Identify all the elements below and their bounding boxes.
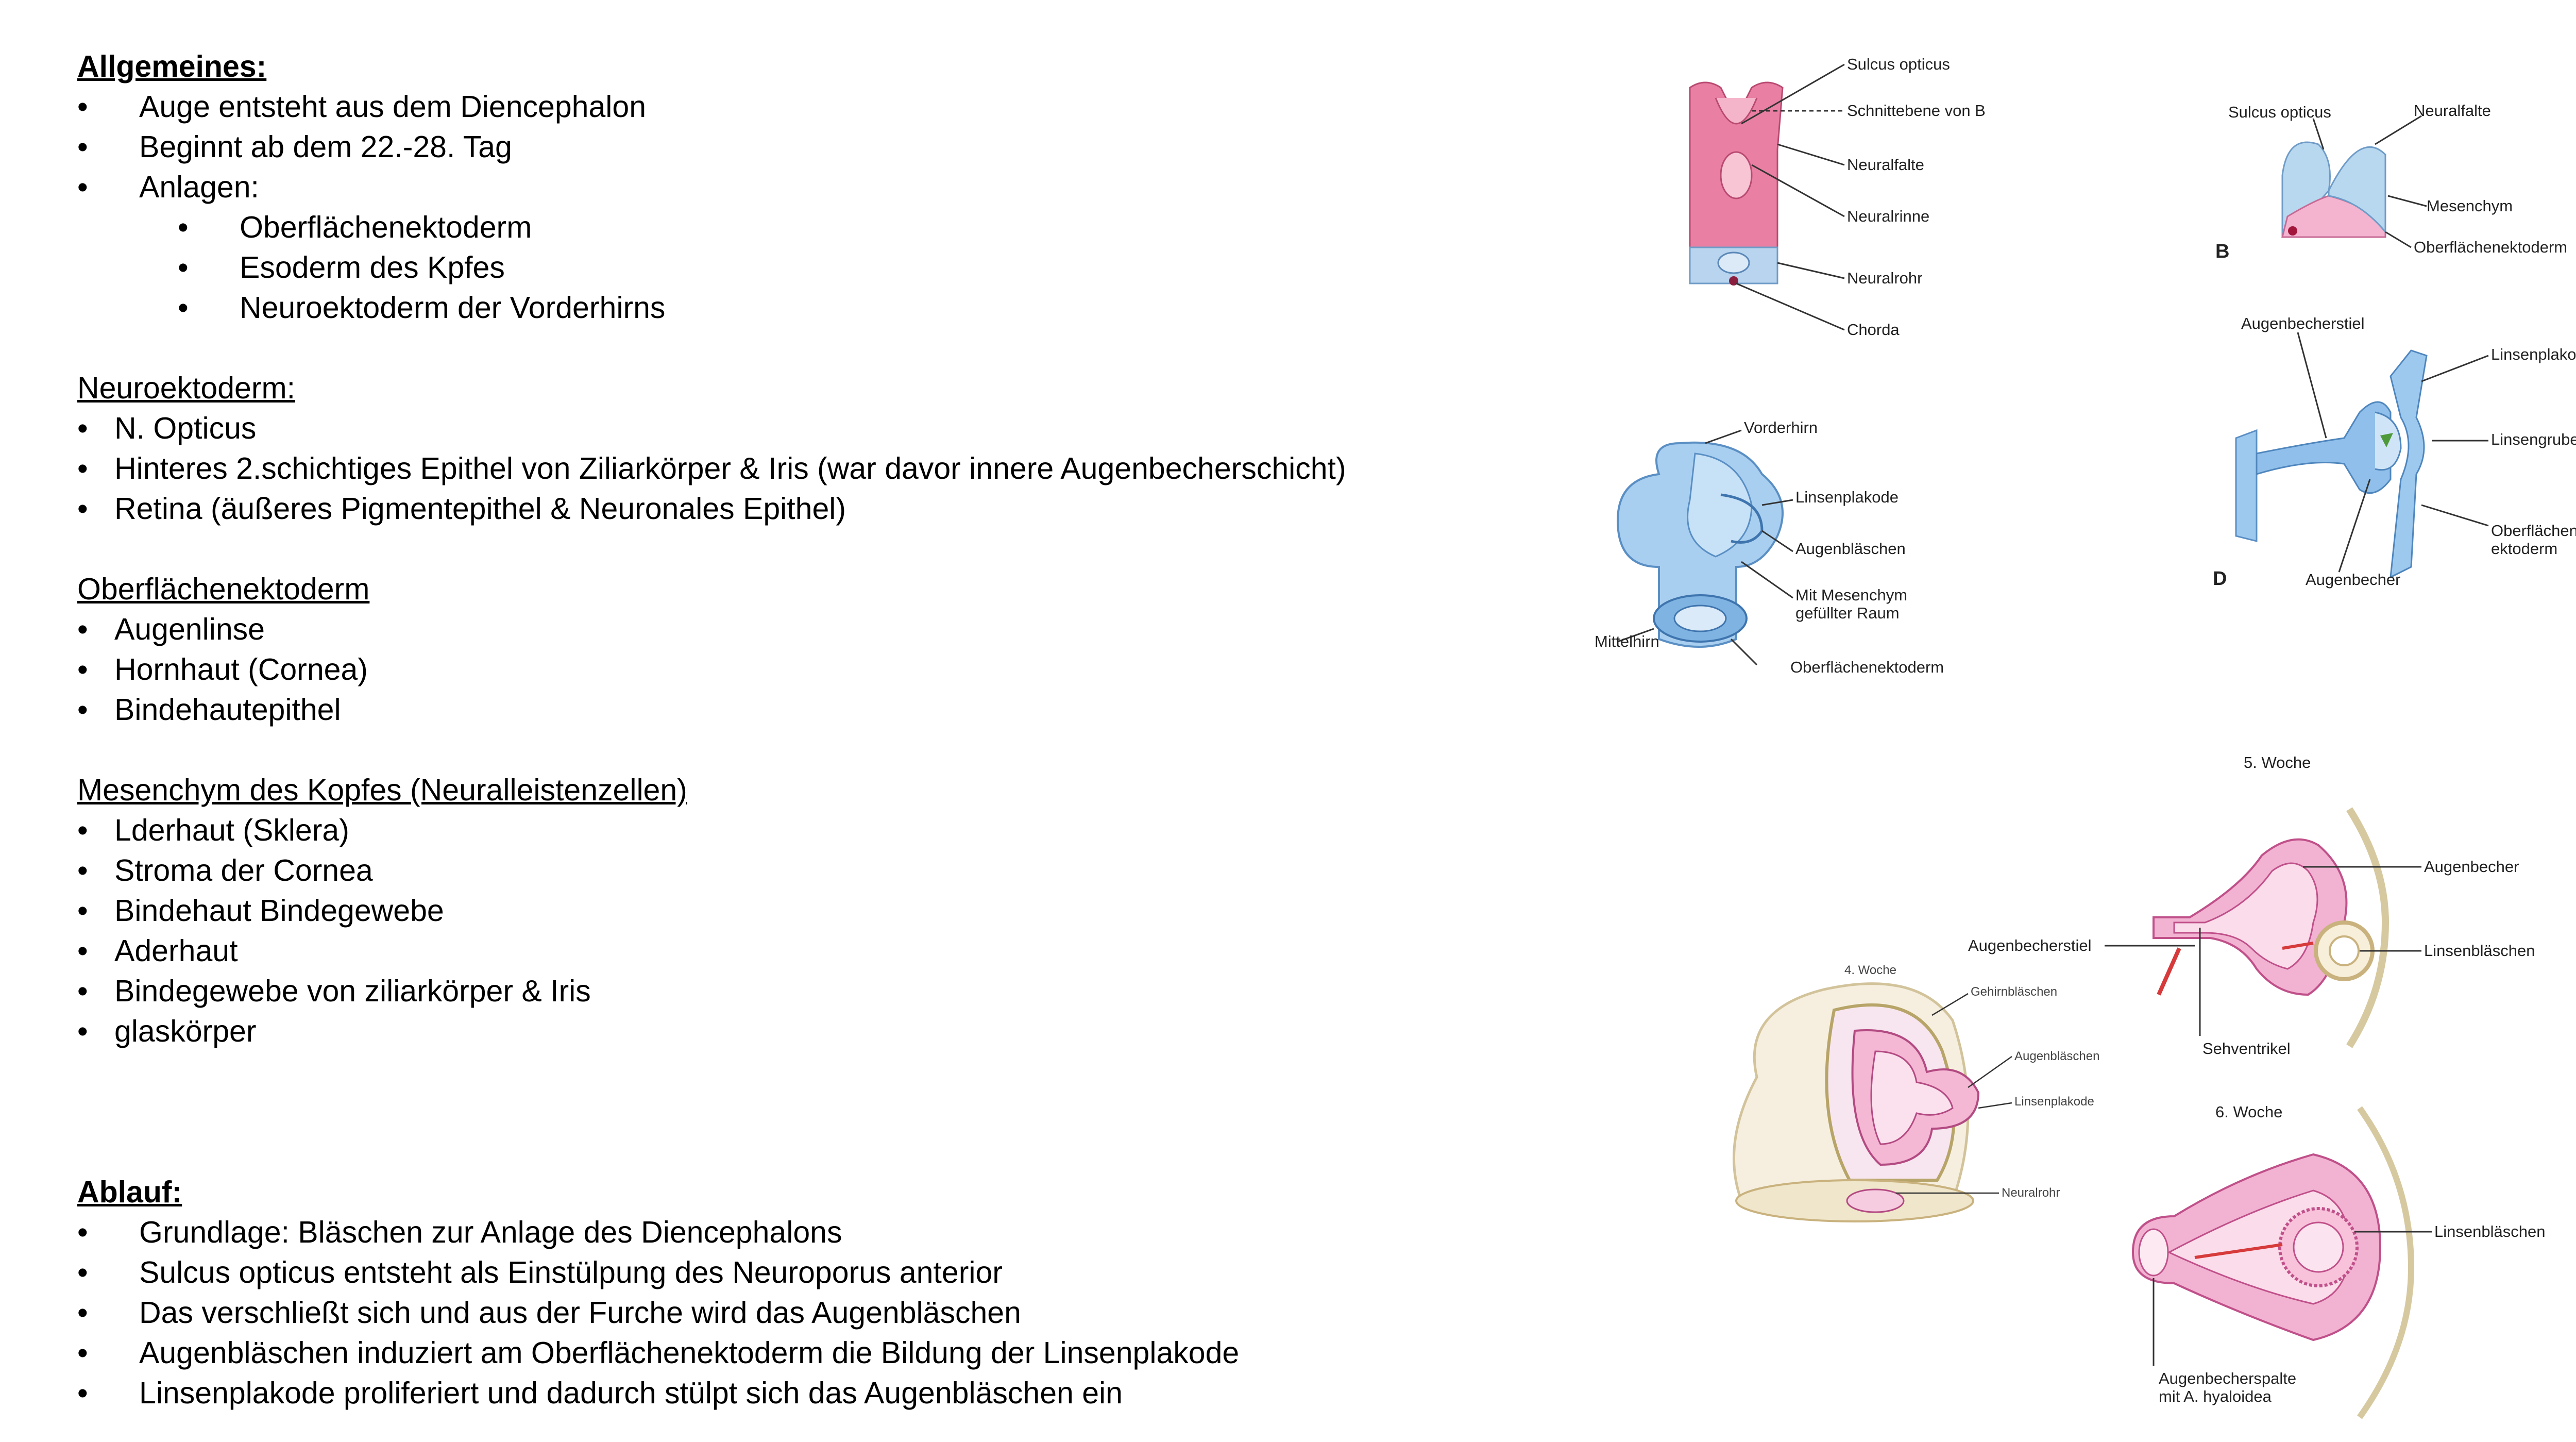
- label: Neuralrinne: [1847, 207, 1929, 225]
- label: Linsenplakode: [2014, 1095, 2094, 1109]
- label: Augenbecher: [2306, 571, 2400, 589]
- label: Chorda: [1847, 321, 1900, 339]
- sub-list-item: • Oberflächenektoderm: [178, 210, 532, 244]
- figure-letter: D: [2213, 568, 2227, 590]
- label: Augenbecherspalte: [2159, 1369, 2296, 1387]
- label: Augenbecherstiel: [2241, 314, 2365, 332]
- label: Mittelhirn: [1595, 632, 1659, 650]
- list-item: • Grundlage: Bläschen zur Anlage des Dien…: [77, 1215, 842, 1249]
- list-item: • N. Opticus: [77, 411, 257, 445]
- figure-week-4: 4. Woche Gehirnbläschen Augenbläschen Li…: [1732, 963, 2099, 1222]
- figure-neural-tube: Sulcus opticus Schnittebene von B Neural…: [1689, 55, 1986, 339]
- label: Neuralfalte: [2414, 102, 2491, 120]
- label: Neuralfalte: [1847, 156, 1924, 174]
- list-item: • Aderhaut: [77, 934, 238, 968]
- label: ektoderm: [2491, 540, 2557, 558]
- list-item: • Das verschließt sich und aus der Furche…: [77, 1296, 1021, 1330]
- label: Sulcus opticus: [2228, 103, 2331, 121]
- week-label: 4. Woche: [1844, 963, 1896, 977]
- sub-list-item: • Esoderm des Kpfes: [178, 250, 505, 284]
- heading-mesenchym: Mesenchym des Kopfes (Neuralleistenzelle…: [77, 773, 687, 807]
- label: Sulcus opticus: [1847, 55, 1950, 73]
- figure-forebrain: Vorderhirn Linsenplakode Augenbläschen M…: [1595, 418, 1944, 676]
- list-item: • Hornhaut (Cornea): [77, 652, 368, 686]
- label: Linsenplakode: [1795, 488, 1899, 506]
- list-item: • glaskörper: [77, 1014, 257, 1048]
- label: Mit Mesenchym: [1795, 586, 1907, 604]
- label: Linsenplakode: [2491, 345, 2576, 363]
- label: Oberflächenektoderm: [2414, 238, 2567, 256]
- label: Neuralrohr: [1847, 269, 1922, 287]
- figure-optic-cup-d: Augenbecherstiel Linsenplakode Linsengru…: [2213, 314, 2576, 590]
- label: Linsenbläschen: [2424, 942, 2535, 960]
- sub-list-item: • Neuroektoderm der Vorderhirns: [178, 291, 666, 325]
- figure-letter: B: [2215, 241, 2229, 262]
- list-item: • Sulcus opticus entsteht als Einstülpung…: [77, 1255, 1003, 1289]
- figure-week-6: 6. Woche Linsenbläschen Augenbecherspalt…: [2131, 1103, 2545, 1419]
- label: Oberflächen-: [2491, 522, 2576, 540]
- label: Augenbläschen: [1795, 540, 1906, 558]
- label: Augenbecherstiel: [1968, 936, 2092, 954]
- list-item: • Augenbläschen induziert am Oberflächene…: [77, 1336, 1240, 1370]
- list-item: • Bindehaut Bindegewebe: [77, 894, 444, 928]
- figure-week-5: 5. Woche Augenbecher Augenbecherstiel Li…: [1968, 753, 2535, 1058]
- label: gefüllter Raum: [1795, 604, 1900, 622]
- list-item: • Retina (äußeres Pigmentepithel & Neuron…: [77, 492, 846, 526]
- label: Augenbecher: [2424, 858, 2519, 876]
- list-item: • Bindegewebe von ziliarkörper & Iris: [77, 974, 591, 1008]
- notes-column: Allgemeines: • Auge entsteht aus dem Dien…: [77, 46, 1571, 1413]
- list-item: • Hinteres 2.schichtiges Epithel von Zili…: [77, 451, 1346, 485]
- list-item: • Anlagen:: [77, 170, 259, 204]
- label: mit A. hyaloidea: [2159, 1387, 2272, 1405]
- label: Linsenbläschen: [2434, 1222, 2545, 1240]
- list-item: • Stroma der Cornea: [77, 853, 373, 887]
- list-item: • Auge entsteht aus dem Diencephalon: [77, 90, 647, 124]
- label: Oberflächenektoderm: [1790, 658, 1944, 676]
- heading-neuroektoderm: Neuroektoderm:: [77, 371, 296, 405]
- week-label: 6. Woche: [2215, 1103, 2282, 1121]
- figure-cross-section-b: Sulcus opticus Neuralfalte Mesenchym Obe…: [2215, 102, 2567, 262]
- heading-allgemeines: Allgemeines:: [77, 49, 267, 83]
- label: Sehventrikel: [2202, 1039, 2291, 1058]
- list-item: • Linsenplakode proliferiert und dadurch …: [77, 1376, 1123, 1410]
- label: Augenbläschen: [2014, 1049, 2099, 1063]
- label: Schnittebene von B: [1847, 102, 1986, 120]
- label: Gehirnbläschen: [1971, 985, 2057, 999]
- label: Mesenchym: [2427, 197, 2513, 215]
- list-item: • Lderhaut (Sklera): [77, 813, 349, 847]
- list-item: • Beginnt ab dem 22.-28. Tag: [77, 130, 512, 164]
- heading-ablauf: Ablauf:: [77, 1175, 182, 1209]
- list-item: • Augenlinse: [77, 612, 265, 646]
- heading-oberflaechenektoderm: Oberflächenektoderm: [77, 572, 370, 606]
- label: Vorderhirn: [1744, 418, 1818, 437]
- label: Linsengrube: [2491, 430, 2576, 448]
- label: Neuralrohr: [2002, 1186, 2060, 1200]
- list-item: • Bindehautepithel: [77, 693, 341, 727]
- week-label: 5. Woche: [2244, 753, 2311, 772]
